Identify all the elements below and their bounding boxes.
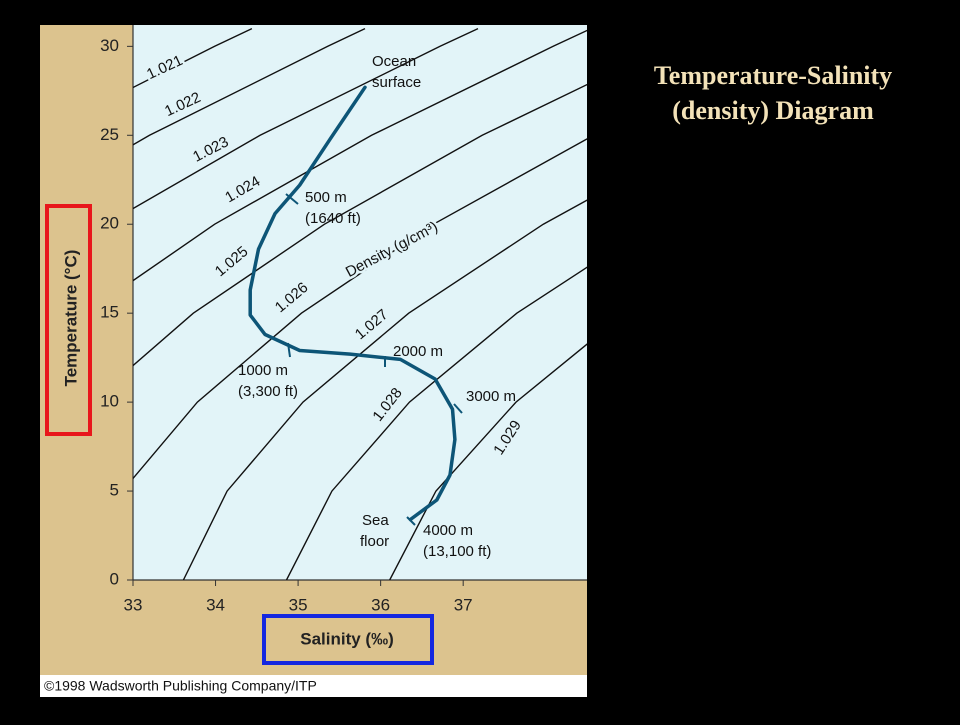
isopycnal — [133, 83, 587, 367]
x-tick-label: 37 — [454, 595, 473, 614]
y-axis-label: Temperature (°C) — [61, 250, 80, 387]
highlight-box-blue — [262, 614, 434, 665]
isopycnal — [133, 29, 587, 282]
annotation: (1640 ft) — [305, 210, 361, 227]
y-tick-label: 5 — [110, 481, 119, 500]
annotation: floor — [360, 533, 389, 550]
y-tick-label: 10 — [100, 392, 119, 411]
y-tick-label: 0 — [110, 569, 119, 588]
annotation: surface — [372, 74, 421, 91]
annotation: 2000 m — [393, 343, 443, 360]
plot-layer — [133, 27, 587, 580]
overlay-layer: 33 34 35 36 370510152025301.0211.0221.0231.0… — [100, 36, 527, 615]
annotation: 3000 m — [466, 388, 516, 405]
depth-marker — [453, 403, 463, 414]
water-column-profile — [248, 85, 457, 522]
depth-marker — [287, 342, 291, 358]
plot-area — [133, 25, 587, 580]
annotation: Sea — [362, 512, 389, 529]
depth-marker — [406, 516, 416, 526]
isopycnal — [133, 27, 479, 210]
annotation: (13,100 ft) — [423, 543, 491, 560]
credit: ©1998 Wadsworth Publishing Company/ITP — [44, 678, 317, 694]
isopycnal — [133, 27, 253, 89]
isopycnal — [285, 266, 587, 580]
annotation: 500 m — [305, 189, 347, 206]
depth-marker — [285, 193, 299, 205]
y-tick-label: 30 — [100, 36, 119, 55]
slide-title: Temperature-Salinity — [654, 61, 892, 90]
y-tick-label: 25 — [100, 125, 119, 144]
annotation: 4000 m — [423, 522, 473, 539]
isopycnal — [133, 27, 366, 146]
x-tick-label: 33 — [124, 595, 143, 614]
isopycnal — [389, 343, 587, 580]
highlight-box-red — [45, 204, 92, 436]
x-tick-label: 35 — [289, 595, 308, 614]
x-tick-label: 34 — [206, 595, 225, 614]
y-tick-label: 20 — [100, 214, 119, 233]
isopycnal — [133, 138, 587, 480]
isopycnal — [182, 199, 587, 580]
credit-strip — [40, 675, 587, 697]
x-tick-label: 36 — [371, 595, 390, 614]
annotation: (3,300 ft) — [238, 383, 298, 400]
annotation: Ocean — [372, 53, 416, 70]
slide-title: (density) Diagram — [672, 96, 874, 125]
x-axis-label: Salinity (‰) — [300, 629, 394, 648]
annotation: 1000 m — [238, 362, 288, 379]
y-tick-label: 15 — [100, 303, 119, 322]
